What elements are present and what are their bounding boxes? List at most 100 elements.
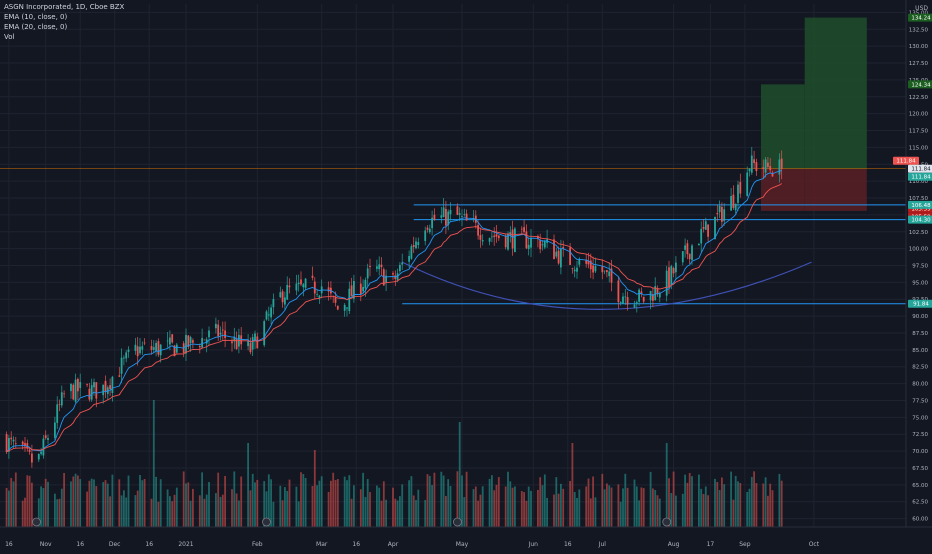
volume-bar: [279, 485, 282, 527]
candle-body: [348, 288, 351, 312]
candle-body: [281, 291, 284, 303]
volume-bar: [764, 477, 767, 527]
volume-bar: [479, 494, 482, 527]
volume-bar: [465, 471, 468, 527]
candle-body: [730, 196, 732, 211]
x-tick-label: 17: [707, 541, 715, 548]
candle-body: [198, 346, 201, 348]
volume-bar: [224, 476, 226, 527]
volume-bar: [382, 481, 385, 527]
candle-body: [295, 283, 298, 291]
candle-body: [136, 346, 139, 357]
candle-body: [721, 206, 723, 222]
volume-bar: [304, 478, 307, 527]
volume-bar: [523, 492, 525, 527]
volume-bar: [527, 486, 530, 527]
candle-body: [675, 262, 677, 273]
volume-bar: [730, 471, 732, 527]
candle-body: [491, 236, 493, 238]
candle-body: [175, 344, 178, 353]
volume-bar: [573, 491, 576, 527]
volume-bar: [748, 488, 751, 527]
candle-body: [610, 268, 613, 283]
volume-bar: [585, 486, 588, 527]
candle-body: [734, 203, 737, 211]
volume-bar: [681, 493, 684, 527]
volume-bar: [445, 495, 447, 527]
x-tick-label: Apr: [388, 541, 399, 548]
candle-body: [366, 268, 369, 279]
volume-bar: [302, 473, 305, 527]
candle-body: [617, 280, 620, 303]
candle-body: [746, 172, 749, 196]
candle-body: [60, 392, 63, 406]
candle-body: [219, 332, 222, 335]
volume-bar: [769, 483, 772, 527]
candle-body: [477, 224, 479, 236]
candle-body: [263, 321, 266, 346]
candle-body: [764, 159, 767, 173]
x-tick-label: Aug: [668, 541, 680, 548]
position-loss-zone: [804, 168, 867, 211]
volume-bar: [546, 497, 548, 527]
volume-bar: [376, 485, 378, 527]
volume-bar: [571, 443, 574, 527]
volume-bar: [72, 476, 75, 527]
y-tick-label: 100.00: [909, 247, 929, 253]
volume-bar: [369, 492, 371, 527]
volume-bar: [233, 471, 236, 527]
candle-body: [90, 385, 93, 400]
candle-body: [31, 453, 33, 463]
volume-bar: [426, 474, 429, 527]
y-tick-label: 60.00: [912, 517, 928, 523]
volume-bar: [95, 486, 98, 527]
candle-body: [447, 211, 450, 226]
volume-bar: [698, 474, 700, 527]
candle-body: [640, 291, 643, 295]
candle-body: [297, 282, 300, 285]
candle-body: [578, 258, 581, 265]
volume-bar: [54, 493, 56, 527]
volume-bar: [155, 476, 157, 527]
volume-bar: [281, 500, 284, 527]
candle-body: [684, 245, 686, 250]
candle-body: [739, 181, 742, 194]
candle-body: [592, 265, 594, 273]
candle-body: [723, 209, 726, 222]
candle-body: [118, 375, 121, 377]
volume-bar: [136, 490, 139, 527]
candle-body: [778, 159, 781, 175]
volume-bar: [203, 498, 206, 527]
candle-body: [42, 438, 45, 456]
candle-body: [780, 158, 783, 169]
candle-body: [571, 268, 574, 269]
candle-body: [619, 301, 622, 303]
volume-bar: [477, 500, 479, 527]
volume-bar: [474, 486, 477, 527]
volume-bar: [610, 487, 613, 527]
volume-bar: [767, 495, 769, 527]
candle-body: [737, 184, 739, 203]
volume-bar: [718, 490, 721, 527]
y-tick-label: 107.50: [909, 196, 929, 202]
volume-bar: [665, 443, 668, 527]
volume-bar: [587, 478, 590, 527]
candle-body: [380, 264, 383, 268]
volume-bar: [201, 472, 203, 527]
volume-bar: [284, 487, 286, 527]
candle-body: [192, 340, 194, 343]
candle-body: [235, 339, 238, 349]
candle-body: [555, 251, 558, 257]
candle-body: [157, 341, 160, 355]
candle-body: [120, 357, 123, 374]
candle-body: [642, 296, 645, 302]
y-tick-label: 97.50: [912, 264, 928, 270]
candle-body: [364, 279, 367, 289]
volume-bar: [670, 493, 673, 527]
candle-body: [173, 345, 176, 357]
candle-body: [541, 244, 544, 246]
x-tick-label: Jul: [598, 541, 607, 548]
volume-bar: [350, 498, 353, 527]
candle-body: [44, 435, 47, 439]
price-label-bg: [908, 299, 932, 308]
